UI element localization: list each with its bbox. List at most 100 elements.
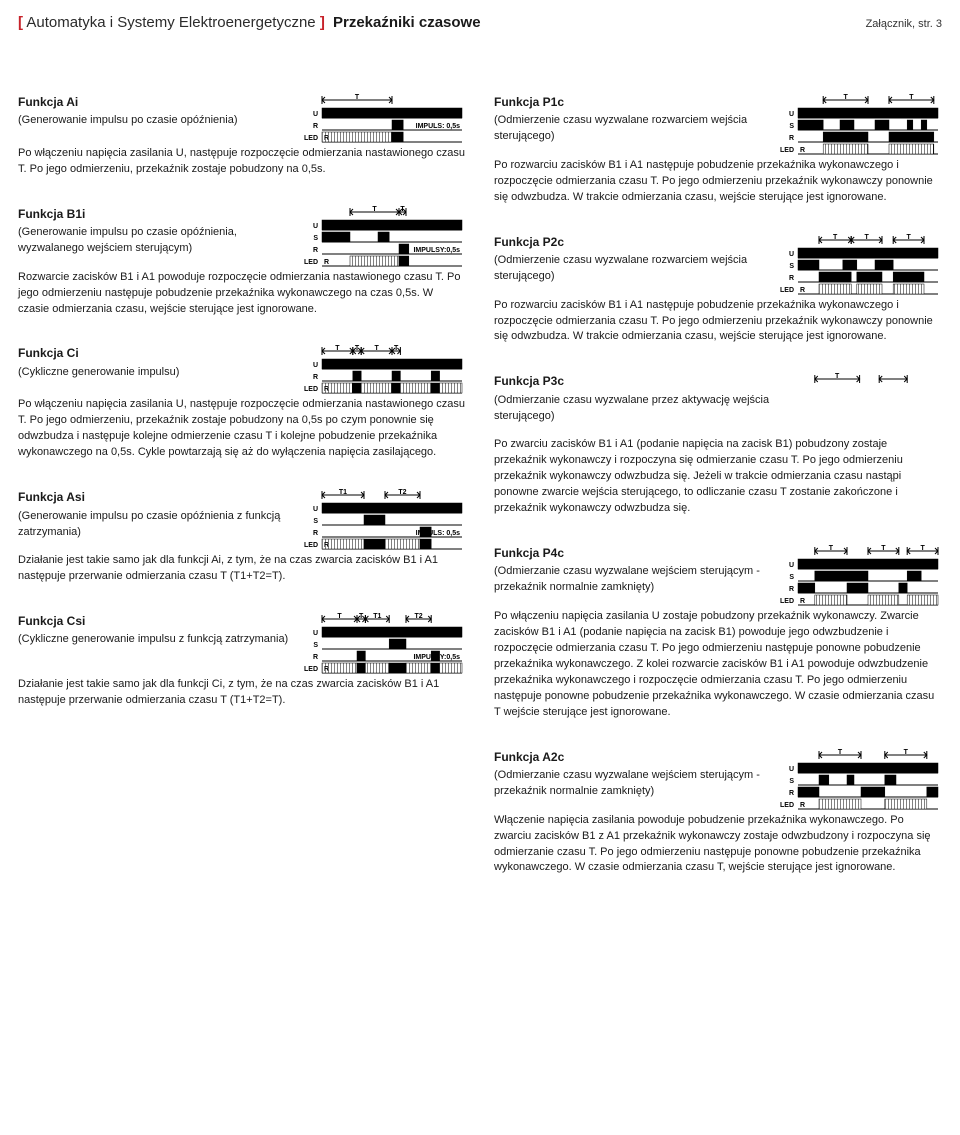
svg-text:LED: LED <box>304 259 318 266</box>
function-subtitle: (Odmierzanie czasu wyzwalane przez aktyw… <box>494 393 770 425</box>
svg-text:R: R <box>789 790 794 797</box>
svg-text:T: T <box>335 345 340 352</box>
svg-text:U: U <box>789 251 794 258</box>
header-left: [ Automatyka i Systemy Elektroenergetycz… <box>18 12 481 34</box>
function-block: Funkcja Ci(Cykliczne generowanie impulsu… <box>18 345 466 461</box>
header-title: Przekaźniki czasowe <box>333 14 481 31</box>
function-body: Po rozwarciu zacisków B1 i A1 następuje … <box>494 158 942 206</box>
function-head: Funkcja Ci(Cykliczne generowanie impulsu… <box>18 345 466 395</box>
function-head: Funkcja P2c(Odmierzenie czasu wyzwalane … <box>494 234 942 296</box>
function-head: Funkcja P1c (Odmierzenie czasu wyzwalane … <box>494 94 942 156</box>
svg-text:T: T <box>920 545 925 552</box>
svg-text:T: T <box>881 545 886 552</box>
function-subtitle: (Generowanie impulsu po czasie opóźnieni… <box>18 225 294 257</box>
svg-text:S: S <box>789 778 794 785</box>
function-subtitle: (Odmierzanie czasu wyzwalane wejściem st… <box>494 768 770 800</box>
timing-diagram: TTTUSRLEDR <box>780 234 942 296</box>
timing-diagram: TTTTURLEDR <box>304 345 466 395</box>
function-subtitle: (Cykliczne generowanie impulsu) <box>18 365 294 381</box>
svg-text:LED: LED <box>304 135 318 142</box>
svg-text:T: T <box>374 345 379 352</box>
svg-text:U: U <box>789 111 794 118</box>
svg-text:R: R <box>789 275 794 282</box>
svg-text:R: R <box>313 654 318 661</box>
svg-text:T: T <box>838 749 843 756</box>
function-title: Funkcja P3c <box>494 373 770 390</box>
svg-text:T2: T2 <box>415 613 423 620</box>
svg-text:U: U <box>789 766 794 773</box>
svg-text:U: U <box>313 111 318 118</box>
svg-text:T1: T1 <box>339 489 347 496</box>
function-block: Funkcja P2c(Odmierzenie czasu wyzwalane … <box>494 234 942 346</box>
function-body: Działanie jest takie samo jak dla funkcj… <box>18 553 466 585</box>
function-subtitle: (Generowanie impulsu po czasie opóźnieni… <box>18 113 294 129</box>
svg-text:U: U <box>313 362 318 369</box>
svg-text:R: R <box>800 598 805 605</box>
function-block: Funkcja B1i(Generowanie impulsu po czasi… <box>18 206 466 318</box>
svg-text:T: T <box>355 94 360 101</box>
function-title: Funkcja P2c <box>494 234 770 251</box>
svg-text:R: R <box>800 287 805 294</box>
function-text: Funkcja P3c (Odmierzanie czasu wyzwalane … <box>494 373 770 424</box>
function-text: Funkcja Asi (Generowanie impulsu po czasi… <box>18 489 294 540</box>
svg-text:R: R <box>800 802 805 809</box>
timing-diagram: TTUSRLEDR <box>780 94 942 156</box>
function-head: Funkcja B1i(Generowanie impulsu po czasi… <box>18 206 466 268</box>
svg-text:IMPULS: 0,5s: IMPULS: 0,5s <box>416 530 460 537</box>
function-body: Działanie jest takie samo jak dla funkcj… <box>18 677 466 709</box>
svg-text:S: S <box>789 263 794 270</box>
function-block: Funkcja Csi(Cykliczne generowanie impuls… <box>18 613 466 709</box>
svg-text:LED: LED <box>780 147 794 154</box>
function-block: Funkcja P4c(Odmierzanie czasu wyzwalane … <box>494 545 942 721</box>
timing-diagram: TUSRLEDR <box>780 373 942 435</box>
svg-text:LED: LED <box>780 598 794 605</box>
svg-text:S: S <box>313 642 318 649</box>
function-body: Po włączeniu napięcia zasilania U, nastę… <box>18 397 466 461</box>
function-body: Po włączeniu napięcia zasilania U, nastę… <box>18 146 466 178</box>
svg-text:U: U <box>313 223 318 230</box>
function-text: Funkcja B1i(Generowanie impulsu po czasi… <box>18 206 294 257</box>
function-block: Funkcja Asi (Generowanie impulsu po czasi… <box>18 489 466 585</box>
svg-text:R: R <box>324 666 329 673</box>
function-body: Po rozwarciu zacisków B1 i A1 następuje … <box>494 298 942 346</box>
svg-text:T: T <box>864 234 869 241</box>
function-title: Funkcja Asi <box>18 489 294 506</box>
function-text: Funkcja A2c(Odmierzanie czasu wyzwalane … <box>494 749 770 800</box>
column-right: Funkcja P1c (Odmierzenie czasu wyzwalane … <box>494 94 942 905</box>
function-title: Funkcja P1c <box>494 94 770 111</box>
svg-text:S: S <box>313 235 318 242</box>
svg-text:IMPULS: 0,5s: IMPULS: 0,5s <box>416 123 460 130</box>
svg-text:R: R <box>313 530 318 537</box>
svg-text:S: S <box>789 123 794 130</box>
svg-text:T: T <box>400 206 405 213</box>
function-text: Funkcja Ai (Generowanie impulsu po czasie… <box>18 94 294 129</box>
svg-text:T: T <box>355 345 360 352</box>
svg-text:T: T <box>833 234 838 241</box>
function-subtitle: (Odmierzenie czasu wyzwalane rozwarciem … <box>494 113 770 145</box>
columns: Funkcja Ai (Generowanie impulsu po czasie… <box>18 94 942 905</box>
function-title: Funkcja Ai <box>18 94 294 111</box>
function-subtitle: (Cykliczne generowanie impulsu z funkcją… <box>18 632 294 648</box>
svg-text:T: T <box>829 545 834 552</box>
svg-text:LED: LED <box>780 287 794 294</box>
function-head: Funkcja Ai (Generowanie impulsu po czasie… <box>18 94 466 144</box>
svg-text:R: R <box>313 123 318 130</box>
function-body: Po włączeniu napięcia zasilania U zostaj… <box>494 609 942 721</box>
function-body: Rozwarcie zacisków B1 i A1 powoduje rozp… <box>18 270 466 318</box>
svg-text:R: R <box>789 135 794 142</box>
function-head: Funkcja P3c (Odmierzanie czasu wyzwalane … <box>494 373 942 435</box>
function-text: Funkcja Ci(Cykliczne generowanie impulsu… <box>18 345 294 380</box>
svg-text:LED: LED <box>304 386 318 393</box>
svg-text:R: R <box>324 259 329 266</box>
svg-text:R: R <box>313 247 318 254</box>
function-subtitle: (Odmierzanie czasu wyzwalane wejściem st… <box>494 564 770 596</box>
svg-text:T: T <box>372 206 377 213</box>
function-text: Funkcja P2c(Odmierzenie czasu wyzwalane … <box>494 234 770 285</box>
svg-text:T: T <box>337 613 342 620</box>
function-subtitle: (Generowanie impulsu po czasie opóźnieni… <box>18 509 294 541</box>
function-text: Funkcja P1c (Odmierzenie czasu wyzwalane … <box>494 94 770 145</box>
svg-text:IMPULSY:0,5s: IMPULSY:0,5s <box>413 654 460 661</box>
svg-text:S: S <box>313 518 318 525</box>
bracket-open: [ <box>18 14 23 31</box>
header-pageref: Załącznik, str. 3 <box>866 17 942 33</box>
